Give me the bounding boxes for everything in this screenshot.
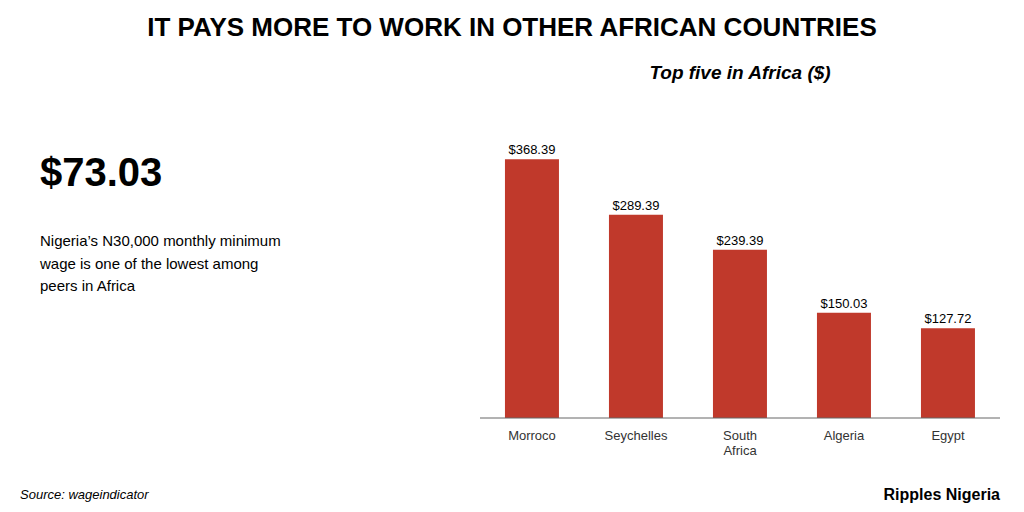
- html-text:Source: wageindicator: Source: wageindicator: [20, 487, 149, 502]
- svg-text:$127.72: $127.72: [924, 311, 971, 326]
- svg-text:Seychelles: Seychelles: [605, 428, 668, 443]
- html-text:Top five in Africa ($): Top five in Africa ($): [649, 62, 831, 83]
- svg-text:Egypt: Egypt: [931, 428, 965, 443]
- svg-text:SouthAfrica: SouthAfrica: [723, 428, 757, 458]
- svg-text:Algeria: Algeria: [824, 428, 865, 443]
- svg-text:$239.39: $239.39: [716, 233, 763, 248]
- html-text:Ripples Nigeria: Ripples Nigeria: [883, 486, 1000, 503]
- svg-text:$150.03: $150.03: [820, 296, 867, 311]
- html-text:$73.03: $73.03: [40, 150, 163, 194]
- svg-text:$368.39: $368.39: [508, 142, 555, 157]
- html-text:IT PAYS MORE TO WORK IN OTHER: IT PAYS MORE TO WORK IN OTHER AFRICAN CO…: [147, 12, 877, 42]
- svg-text:$289.39: $289.39: [612, 198, 659, 213]
- html-text:Nigeria’s N30,000 monthly mini: Nigeria’s N30,000 monthly minimum wage i…: [40, 232, 281, 294]
- svg-text:Morroco: Morroco: [508, 428, 556, 443]
